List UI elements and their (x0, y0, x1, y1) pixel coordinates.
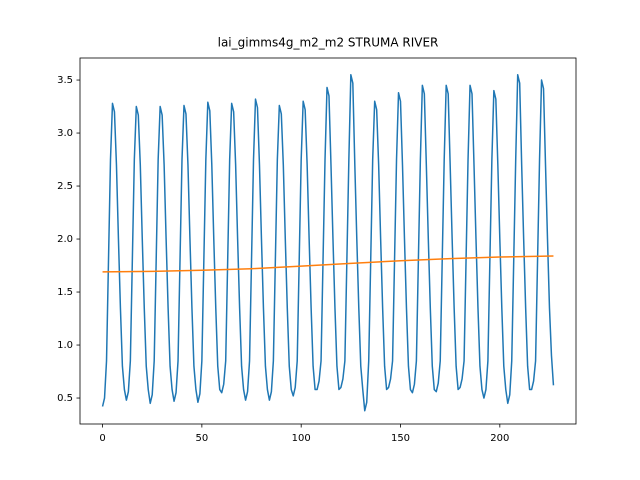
y-tick-label: 1.0 (57, 340, 73, 351)
x-tick-label: 100 (292, 433, 311, 444)
y-tick-label: 2.0 (57, 234, 73, 245)
x-tick-label: 50 (195, 433, 208, 444)
x-tick-label: 150 (391, 433, 410, 444)
data-line (101, 74, 555, 412)
y-tick-label: 2.5 (57, 181, 73, 192)
chart-title: lai_gimms4g_m2_m2 STRUMA RIVER (218, 36, 439, 50)
y-tick-label: 3.0 (57, 128, 73, 139)
axes-frame (79, 57, 577, 425)
data-line (102, 255, 554, 273)
y-tick-label: 3.5 (57, 75, 73, 86)
y-tick-label: 1.5 (57, 287, 73, 298)
y-tick-label: 0.5 (57, 393, 73, 404)
x-tick-label: 200 (490, 433, 509, 444)
x-tick-label: 0 (99, 433, 105, 444)
